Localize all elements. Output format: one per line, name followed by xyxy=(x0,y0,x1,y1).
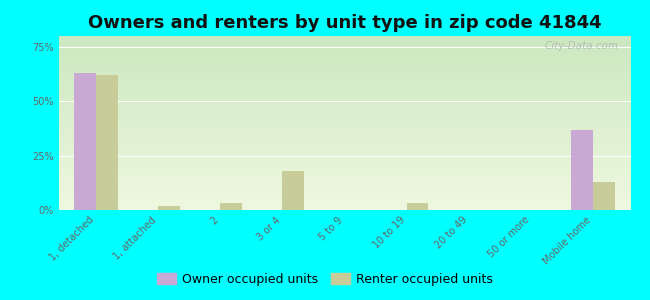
Bar xyxy=(593,182,615,210)
Bar xyxy=(220,203,242,210)
Bar xyxy=(158,206,180,210)
Text: City-Data.com: City-Data.com xyxy=(545,41,619,51)
Bar xyxy=(407,203,428,210)
Legend: Owner occupied units, Renter occupied units: Owner occupied units, Renter occupied un… xyxy=(152,268,498,291)
Bar xyxy=(96,75,118,210)
Bar xyxy=(74,73,96,210)
Bar xyxy=(282,171,304,210)
Title: Owners and renters by unit type in zip code 41844: Owners and renters by unit type in zip c… xyxy=(88,14,601,32)
Bar xyxy=(571,130,593,210)
